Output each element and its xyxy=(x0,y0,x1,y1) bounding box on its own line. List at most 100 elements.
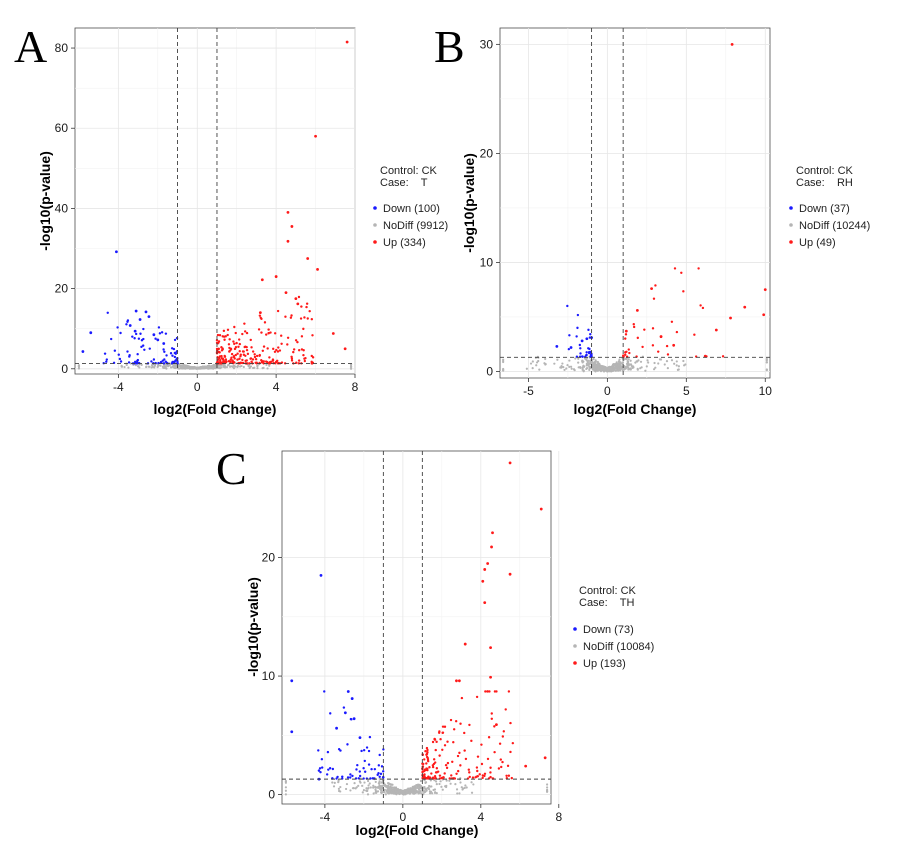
panel-a-point-down xyxy=(147,315,151,319)
panel-a-point-up xyxy=(234,346,238,349)
panel-c-point-nodiff xyxy=(441,788,444,791)
panel-c-point-down xyxy=(352,717,356,721)
panel-c-point-up xyxy=(493,690,497,693)
panel-c-point-up xyxy=(434,771,438,774)
panel-c-point-nodiff xyxy=(374,780,377,784)
panel-c-point-up xyxy=(468,771,471,774)
panel-b-point-down xyxy=(588,347,591,351)
panel-a-point-nodiff xyxy=(236,364,240,368)
panel-b-point-nodiff xyxy=(765,361,768,364)
panel-c-point-down xyxy=(363,770,367,773)
panel-a-point-nodiff xyxy=(252,366,255,370)
panel-c-point-nodiff xyxy=(396,790,399,794)
panel-a-point-up xyxy=(297,349,301,352)
panel-b-point-down xyxy=(580,339,584,343)
panel-a-point-up xyxy=(303,316,306,319)
panel-a-point-up xyxy=(215,338,219,342)
panel-c-point-nodiff xyxy=(372,784,375,787)
panel-a-point-up xyxy=(245,331,249,335)
panel-b-point-nodiff xyxy=(588,368,591,371)
panel-a-point-nodiff xyxy=(145,365,148,369)
panel-a-point-nodiff xyxy=(153,364,157,367)
panel-c-y-tick-label: 10 xyxy=(262,669,276,683)
panel-b-x-title: log2(Fold Change) xyxy=(574,401,697,417)
panel-c-point-nodiff xyxy=(372,786,375,789)
panel-c-point-up xyxy=(449,718,453,722)
panel-c-point-nodiff xyxy=(366,779,370,783)
panel-c-point-nodiff xyxy=(417,783,420,786)
panel-c-point-down xyxy=(335,777,338,780)
panel-a-point-down xyxy=(109,337,113,341)
panel-c-point-up xyxy=(486,690,489,693)
panel-a-point-nodiff xyxy=(204,365,207,368)
panel-b-point-up xyxy=(672,343,676,347)
panel-a-point-up xyxy=(258,311,262,315)
panel-b-point-up xyxy=(693,333,696,336)
panel-b-point-nodiff xyxy=(677,368,680,371)
panel-a-point-up xyxy=(222,359,225,362)
panel-b-point-up xyxy=(624,353,627,356)
panel-a-point-nodiff xyxy=(183,364,186,368)
panel-c-point-down xyxy=(290,679,294,683)
panel-b-point-nodiff xyxy=(673,362,676,365)
panel-b-point-nodiff xyxy=(666,367,669,370)
panel-a-point-nodiff xyxy=(229,365,233,368)
panel-c-point-nodiff xyxy=(460,786,463,789)
panel-c-point-nodiff xyxy=(431,792,434,795)
panel-c-point-up xyxy=(463,642,467,646)
panel-c-point-down xyxy=(290,730,294,734)
panel-c-point-nodiff xyxy=(384,793,387,796)
panel-a-point-up xyxy=(294,297,298,301)
panel-c-point-nodiff xyxy=(410,789,413,793)
panel-b-legend-nodiff: NoDiff (10244) xyxy=(799,220,870,232)
panel-a-point-down xyxy=(119,331,122,335)
panel-a-legend: Control: CK Case: T Down (100) NoDiff (9… xyxy=(373,165,448,249)
panel-a-point-up xyxy=(273,332,277,335)
panel-c-point-up xyxy=(483,772,487,775)
panel-c-point-up xyxy=(464,757,468,761)
panel-c-point-down xyxy=(358,774,362,778)
panel-c-point-down xyxy=(380,765,384,768)
panel-b-legend-nodiff-swatch xyxy=(789,223,793,227)
panel-a-point-up xyxy=(286,343,289,346)
panel-b-point-nodiff xyxy=(531,367,534,370)
panel-c-point-up xyxy=(507,774,511,777)
panel-b-point-nodiff xyxy=(631,366,634,370)
panel-b-point-up xyxy=(697,267,700,270)
panel-b-point-down xyxy=(576,326,579,330)
panel-a-point-up xyxy=(219,361,222,365)
panel-a-point-nodiff xyxy=(265,363,268,366)
panel-a-point-up xyxy=(276,359,279,363)
panel-a-point-down xyxy=(156,338,160,342)
panel-c-point-down xyxy=(319,770,322,774)
panel-c-point-up xyxy=(434,761,437,764)
panel-a-point-nodiff xyxy=(261,367,264,370)
panel-c-point-nodiff xyxy=(465,786,468,789)
panel-c-point-nodiff xyxy=(444,785,447,788)
panel-a-x-tick-label: 8 xyxy=(352,380,359,394)
panel-b-point-nodiff xyxy=(683,364,686,367)
panel-c-point-nodiff xyxy=(345,782,349,786)
panel-c-point-up xyxy=(486,757,490,761)
panel-a-point-down xyxy=(133,329,137,333)
panel-a-point-down xyxy=(148,347,151,350)
panel-a-point-up xyxy=(233,342,236,346)
panel-c-point-nodiff xyxy=(387,782,390,785)
panel-c-point-up xyxy=(456,754,460,758)
panel-b-point-down xyxy=(581,355,584,358)
panel-c-point-up xyxy=(507,690,511,693)
panel-c-point-nodiff xyxy=(449,782,452,785)
panel-a-point-up xyxy=(225,360,228,363)
panel-a-point-up xyxy=(267,328,270,331)
panel-a-point-up xyxy=(248,362,251,365)
panel-b-point-down xyxy=(575,335,578,338)
panel-c-point-up xyxy=(471,776,475,779)
panel-b-point-nodiff xyxy=(626,366,630,369)
panel-b-point-nodiff xyxy=(659,358,663,361)
panel-c-point-up xyxy=(489,646,492,650)
panel-c-y-title: -log10(p-value) xyxy=(245,577,261,677)
panel-a-point-up xyxy=(296,340,299,344)
panel-a-point-up xyxy=(222,329,226,333)
panel-b-point-up xyxy=(652,297,656,300)
panel-c-point-nodiff xyxy=(546,786,549,789)
